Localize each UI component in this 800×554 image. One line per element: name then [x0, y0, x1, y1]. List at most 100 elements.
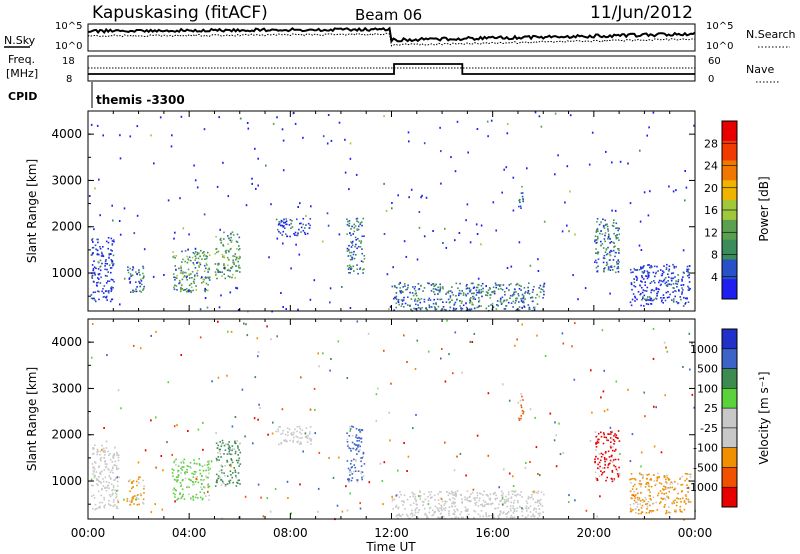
- echo-cell: [509, 297, 511, 299]
- echo-cell: [101, 444, 103, 447]
- echo-cell: [409, 496, 411, 498]
- echo-cell: [588, 163, 591, 166]
- echo-cell: [349, 428, 352, 430]
- echo-cell: [650, 291, 652, 294]
- echo-cell: [668, 511, 670, 514]
- echo-cell: [227, 195, 230, 198]
- echo-cell: [297, 234, 299, 236]
- echo-cell: [187, 248, 189, 251]
- echo-cell: [139, 274, 141, 276]
- echo-cell: [237, 459, 240, 462]
- echo-cell: [227, 330, 229, 333]
- echo-cell: [653, 289, 655, 292]
- echo-cell: [215, 457, 218, 460]
- echo-cell: [346, 218, 348, 221]
- echo-cell: [449, 499, 452, 501]
- echo-cell: [94, 274, 96, 276]
- echo-cell: [102, 292, 105, 294]
- echo-cell: [419, 307, 422, 310]
- echo-cell: [224, 277, 227, 280]
- echo-cell: [664, 276, 667, 279]
- echo-cell: [677, 483, 679, 485]
- echo-cell: [502, 383, 504, 386]
- echo-cell: [199, 472, 202, 475]
- echo-cell: [206, 464, 209, 466]
- echo-cell: [684, 199, 686, 202]
- echo-cell: [423, 298, 426, 301]
- echo-cell: [407, 515, 409, 517]
- echo-cell: [123, 498, 125, 501]
- echo-cell: [142, 277, 144, 280]
- echo-cell: [600, 230, 602, 232]
- echo-cell: [667, 506, 670, 508]
- echo-cell: [189, 277, 191, 279]
- echo-cell: [612, 241, 615, 244]
- echo-cell: [139, 290, 141, 292]
- echo-cell: [464, 293, 467, 296]
- echo-cell: [193, 278, 196, 281]
- echo-cell: [344, 171, 347, 174]
- echo-cell: [658, 281, 660, 284]
- echo-cell: [351, 256, 353, 259]
- echo-cell: [414, 300, 416, 302]
- echo-cell: [600, 470, 602, 472]
- echo-cell: [627, 388, 629, 391]
- echo-cell: [114, 464, 116, 466]
- echo-cell: [112, 457, 115, 459]
- echo-cell: [395, 504, 398, 507]
- echo-cell: [92, 494, 95, 497]
- echo-cell: [275, 430, 277, 433]
- echo-cell: [656, 509, 659, 511]
- echo-cell: [215, 235, 217, 238]
- echo-cell: [527, 507, 530, 510]
- echo-cell: [416, 300, 419, 303]
- echo-cell: [585, 509, 588, 512]
- echo-cell: [230, 474, 232, 476]
- echo-cell: [117, 459, 120, 462]
- echo-cell: [207, 476, 209, 479]
- echo-cell: [180, 265, 182, 268]
- echo-cell: [222, 243, 224, 246]
- echo-cell: [609, 459, 612, 462]
- echo-cell: [397, 298, 400, 301]
- echo-cell: [194, 473, 196, 475]
- echo-cell: [395, 515, 398, 517]
- echo-cell: [112, 492, 114, 495]
- echo-cell: [208, 276, 211, 279]
- echo-cell: [402, 500, 405, 502]
- echo-cell: [459, 513, 462, 516]
- echo-cell: [640, 483, 643, 486]
- echo-cell: [445, 293, 447, 295]
- echo-cell: [523, 301, 525, 304]
- echo-cell: [393, 297, 395, 300]
- echo-cell: [208, 499, 210, 501]
- echo-cell: [350, 479, 353, 482]
- echo-cell: [642, 272, 645, 274]
- echo-cell: [356, 447, 358, 450]
- echo-cell: [415, 500, 417, 503]
- echo-cell: [92, 466, 94, 469]
- echo-cell: [668, 265, 671, 267]
- echo-cell: [492, 286, 495, 289]
- echo-cell: [276, 237, 279, 240]
- echo-cell: [351, 477, 354, 479]
- echo-cell: [132, 495, 135, 498]
- echo-cell: [274, 488, 277, 490]
- echo-cell: [241, 388, 244, 391]
- echo-cell: [472, 303, 474, 306]
- echo-cell: [524, 466, 527, 469]
- echo-cell: [554, 112, 557, 115]
- echo-cell: [415, 292, 417, 294]
- echo-cell: [231, 425, 234, 428]
- echo-cell: [293, 431, 295, 434]
- echo-cell: [183, 458, 186, 461]
- echo-cell: [476, 494, 479, 497]
- echo-cell: [603, 436, 606, 438]
- echo-cell: [174, 257, 176, 259]
- echo-cell: [594, 235, 597, 237]
- echo-cell: [539, 512, 542, 515]
- echo-cell: [503, 299, 505, 302]
- echo-cell: [605, 253, 608, 256]
- echo-cell: [251, 177, 253, 180]
